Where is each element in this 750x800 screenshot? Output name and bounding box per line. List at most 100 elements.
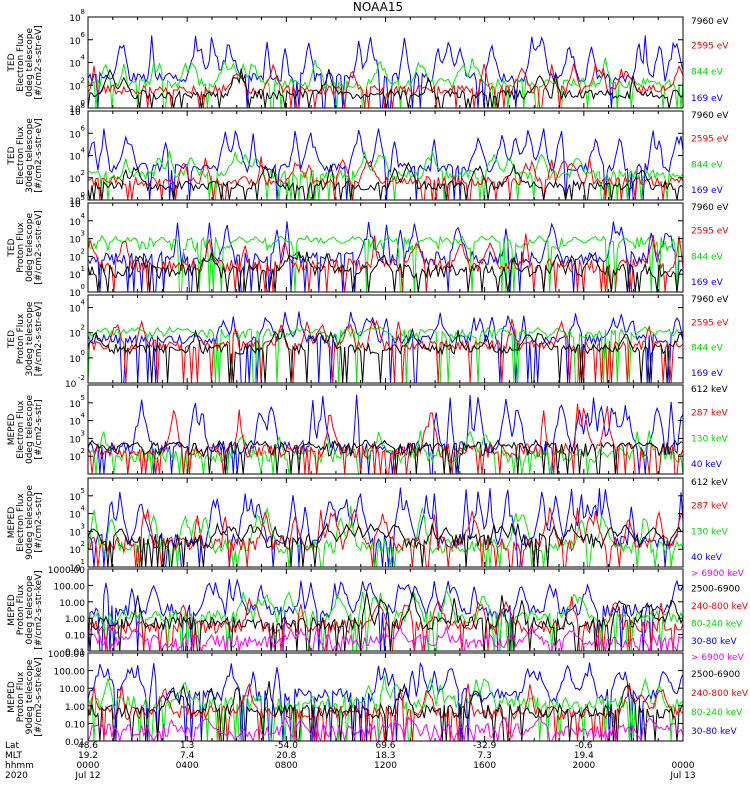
y-tick-exponent: 3 [81,230,85,238]
series-line-287-kev [88,403,683,474]
y-tick-label: 510 [69,394,85,410]
y-tick-exponent: 1 [81,265,85,273]
y-tick-label: 100.00 [54,582,86,592]
y-tick-label: 310 [69,522,85,538]
series-line-7960-ev [88,250,683,292]
y-tick-exponent: 4 [81,147,86,155]
legend-entry: 2595 eV [691,41,729,51]
legend-entry: 130 keV [691,434,728,444]
legend-entry: 287 keV [691,409,728,419]
y-axis-label-line: 0deg telescope [25,28,35,98]
plot-area [88,311,683,383]
y-tick-label: 010 [69,349,85,365]
x-axis-hhmm-label: 0000 [77,761,100,771]
x-axis-lat-label: 69.6 [375,741,395,751]
y-axis-label-line: 0deg telescope [25,395,35,465]
series-line-2500-6900 [88,591,683,651]
legend-entry: 240-800 keV [691,602,749,612]
panel-frame [87,16,684,109]
y-tick-label: 610 [69,124,85,140]
y-tick-exponent: 0 [81,349,85,357]
legend-entry: 80-240 keV [691,620,743,630]
x-axis-hhmm-label: 0800 [275,761,298,771]
y-tick-label: 410 [69,299,85,315]
series-line-2595-ev [88,318,683,383]
y-axis-label-line: MEPED [7,507,17,539]
x-axis-hhmm-label: 0400 [176,761,199,771]
legend-entry: > 6900 keV [691,569,745,579]
legend-entry: 287 keV [691,502,728,512]
x-axis-date-label: Jul 13 [669,771,695,781]
y-tick-label: 310 [69,230,85,246]
y-tick-label: 410 [69,505,85,521]
series-line-40-kev [88,394,683,474]
x-axis-hhmm-label: 1600 [473,761,496,771]
x-axis-mlt-label: 20.8 [276,751,296,761]
y-tick-base: 10 [69,60,81,70]
y-axis-label: MEPED Proton Flux 0deg telescope [#/cm2-s-s… [7,570,44,649]
y-tick-exponent: 3 [81,429,85,437]
legend-entry: 844 eV [691,160,724,170]
legend: 612 keV 287 keV 130 keV 40 keV [691,385,728,470]
y-tick-base: 10 [69,153,81,163]
y-tick-label: 110 [69,558,85,574]
y-tick-label: 210 [69,169,85,185]
y-tick-label: 410 [69,147,85,163]
series-line-844-ev [88,325,683,383]
x-axis-lat-label: 1.3 [180,741,194,751]
y-tick-value: 1000.00 [48,650,85,660]
legend-entry: 40 keV [691,553,723,563]
x-axis-mlt-label: 7.3 [478,751,492,761]
y-tick-value: 100.00 [54,668,86,678]
y-tick-base: 10 [69,355,81,365]
plot-area [88,487,683,567]
y-axis-label-line: [#/cm2-s-str-keV] [34,570,44,649]
legend: 7960 eV 2595 eV 844 eV 169 eV [691,111,729,196]
x-axis-row-label: 2020 [5,771,28,781]
y-tick-label: -210 [65,374,85,390]
y-axis-label: TED Proton Flux 0deg telescope [#/cm2-s-str… [7,210,44,285]
series-line-7960-ev [88,68,683,108]
y-tick-base: 10 [69,435,81,445]
y-axis-label-line: Proton Flux [16,671,26,722]
y-tick-value: 10.00 [59,599,85,609]
y-tick-exponent: 2 [81,324,85,332]
y-tick-exponent: 5 [81,487,85,495]
y-axis-label-line: TED [7,238,17,257]
legend: > 6900 keV 2500-6900 240-800 keV 80-240 keV… [691,569,749,647]
legend-entry: 40 keV [691,460,723,470]
y-tick-label: 1.00 [65,703,85,713]
y-tick-label: 610 [69,31,85,47]
y-axis-label: MEPED Electron Flux 0deg telescope [#/cm2-s… [7,395,44,465]
legend: 7960 eV 2595 eV 844 eV 169 eV [691,203,729,288]
y-tick-base: 10 [69,37,81,47]
y-tick-base: 10 [69,330,81,340]
y-tick-label: 810 [69,8,85,24]
legend-entry: 2500-6900 [691,585,740,595]
y-tick-label: 210 [69,540,85,556]
series-line-612-kev [88,522,683,567]
legend: 7960 eV 2595 eV 844 eV 169 eV [691,295,729,379]
y-tick-base: 10 [69,400,81,410]
y-axis-label-line: TED [7,146,17,165]
y-tick-exponent: 4 [81,505,86,513]
y-tick-base: 10 [69,236,81,246]
y-axis-label: TED Proton Flux 30deg telescope [#/cm2-s-st… [7,301,44,376]
legend-entry: > 6900 keV [691,653,745,663]
series-line-240-800-kev [88,596,683,651]
y-tick-exponent: 4 [81,54,86,62]
y-axis-label-line: Electron Flux [16,493,26,552]
y-axis-label: MEPED Electron Flux 90deg telescope [#/cm2-… [7,485,44,560]
y-tick-base: 10 [69,305,81,315]
y-tick-base: 10 [69,14,81,24]
y-tick-label: 010 [69,191,85,207]
panel-meped-p-90: 0.01 0.10 1.00 10.00 100.00 1000.00 MEPED Proto… [7,650,749,748]
y-tick-exponent: 4 [81,212,86,220]
plot-area [88,394,683,474]
y-tick-exponent: 0 [81,191,85,199]
y-tick-base: 10 [69,108,81,118]
y-tick-exponent: 2 [81,76,85,84]
y-tick-value: 1.00 [65,615,85,625]
legend-entry: 7960 eV [691,295,729,305]
series-line-30-80-kev [88,578,683,651]
